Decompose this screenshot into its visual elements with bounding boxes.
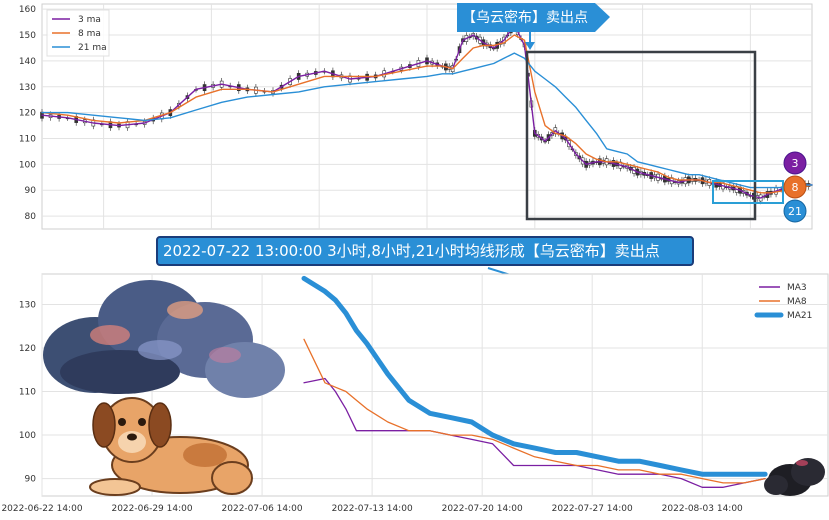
top-legend: 3 ma 8 ma 21 ma [46, 9, 110, 57]
series-line-ma3 [303, 377, 766, 488]
series-line-ma8 [303, 338, 766, 484]
callout-label: 【乌云密布】卖出点 [462, 9, 588, 26]
top-series-lines [41, 24, 813, 199]
dog-right-ear [148, 402, 172, 448]
callout-arrow-shape [457, 3, 610, 32]
badge-ma3 [783, 151, 807, 175]
bottom-y-ticks: 90 100 110 120 130 [19, 300, 36, 484]
dog-left-ear [92, 402, 116, 448]
banner-box [156, 236, 694, 266]
badge-ma3-label: 3 [792, 157, 799, 170]
y-tick-label: 150 [19, 31, 36, 41]
cloud-highlight-3 [209, 347, 241, 363]
dog-illustration [89, 397, 253, 496]
dog-nose [127, 433, 137, 441]
x-tick-label: 2022-06-22 14:00 [1, 504, 82, 514]
x-tick-label: 2022-06-29 14:00 [111, 504, 192, 514]
cloud-highlight-2 [167, 301, 203, 319]
dog-right-eye [138, 418, 146, 426]
x-tick-label: 2022-08-03 14:00 [662, 504, 743, 514]
x-tick-label: 2022-07-20 14:00 [442, 504, 523, 514]
y-tick-label: 130 [19, 300, 36, 310]
ma-badges: 3 8 21 [783, 151, 807, 223]
series-line-ma21 [41, 52, 813, 189]
series-line-ma8 [41, 34, 813, 194]
legend-label-MA21: MA21 [787, 311, 812, 321]
dog-front-paws [89, 478, 141, 496]
x-tick-label: 2022-07-06 14:00 [222, 504, 303, 514]
legend-label-MA8: MA8 [787, 297, 807, 307]
badge-ma8 [783, 175, 807, 199]
dog-spot [183, 443, 227, 467]
banner-label: 2022-07-22 13:00:00 3小时,8小时,21小时均线形成【乌云密… [163, 242, 660, 260]
y-tick-label: 110 [19, 134, 36, 144]
y-tick-label: 120 [19, 109, 36, 119]
y-tick-label: 90 [25, 475, 37, 485]
dog-hind-leg [211, 461, 253, 495]
y-tick-label: 90 [25, 186, 37, 196]
y-tick-label: 100 [19, 431, 36, 441]
badge-ma21-label: 21 [788, 205, 802, 218]
signal-banner: 2022-07-22 13:00:00 3小时,8小时,21小时均线形成【乌云密… [156, 236, 694, 283]
legend-label-21ma: 21 ma [78, 43, 107, 53]
y-tick-label: 120 [19, 344, 36, 354]
bottom-legend: MA3 MA8 MA21 [754, 283, 812, 321]
callout-pointer-head [525, 42, 535, 50]
small-dark-cloud [764, 458, 825, 496]
cloud-highlight-4 [138, 340, 182, 360]
dark-cloud-puff-2 [791, 458, 825, 486]
x-tick-label: 2022-07-13 14:00 [332, 504, 413, 514]
bottom-x-ticks: 2022-06-22 14:00 2022-06-29 14:00 2022-07-… [1, 504, 743, 514]
top-chart-panel: 80 90 100 110 120 130 140 150 160 3 ma 8 ma 21 m… [19, 3, 813, 230]
dark-cloud-puff-3 [764, 475, 788, 495]
badge-ma21 [783, 199, 807, 223]
legend-label-8ma: 8 ma [78, 29, 101, 39]
x-tick-label: 2022-07-27 14:00 [552, 504, 633, 514]
y-tick-label: 160 [19, 5, 36, 15]
legend-label-MA3: MA3 [787, 283, 807, 293]
cloud-highlight-1 [90, 325, 130, 345]
y-tick-label: 110 [19, 388, 36, 398]
dog-muzzle [118, 431, 146, 453]
badge-ma8-label: 8 [792, 181, 799, 194]
y-tick-label: 80 [25, 212, 37, 222]
zoom-frame [712, 180, 784, 204]
y-tick-label: 100 [19, 160, 36, 170]
dark-cloud-highlight [796, 460, 808, 466]
cloud-base [60, 350, 180, 394]
top-y-ticks: 80 90 100 110 120 130 140 150 160 [19, 5, 36, 222]
y-tick-label: 140 [19, 57, 36, 67]
series-line-ma21 [301, 275, 768, 477]
bottom-series-lines [301, 275, 768, 488]
highlight-frame [525, 50, 757, 221]
dog-left-eye [118, 418, 126, 426]
sell-point-callout: 【乌云密布】卖出点 [457, 3, 610, 50]
storm-cloud-illustration [43, 280, 285, 398]
legend-label-3ma: 3 ma [78, 15, 101, 25]
y-tick-label: 130 [19, 83, 36, 93]
